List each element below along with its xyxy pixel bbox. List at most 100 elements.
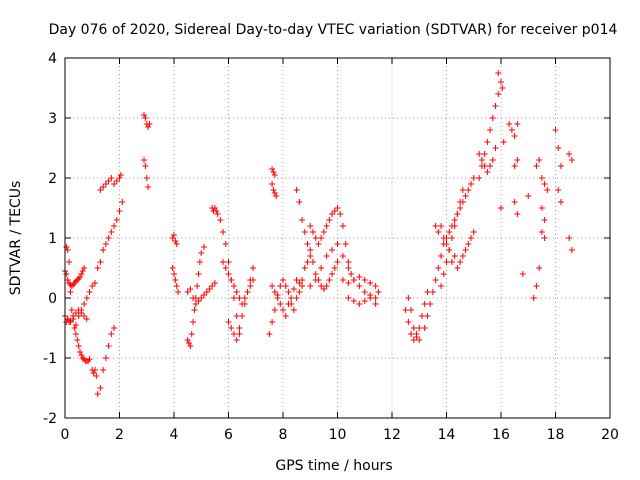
data-point xyxy=(102,241,109,247)
data-point xyxy=(250,265,257,271)
data-point xyxy=(271,172,278,178)
data-point xyxy=(187,343,194,349)
data-point xyxy=(454,211,461,217)
data-point xyxy=(78,310,85,316)
data-point xyxy=(416,325,423,331)
data-points xyxy=(62,70,575,397)
data-point xyxy=(533,163,540,169)
data-point xyxy=(72,310,79,316)
series-arc28 xyxy=(438,187,466,289)
series-arc6 xyxy=(94,199,126,271)
data-point xyxy=(299,277,306,283)
data-point xyxy=(79,355,86,361)
data-point xyxy=(345,295,352,301)
data-point xyxy=(102,181,109,187)
data-point xyxy=(451,253,458,259)
data-point xyxy=(470,229,477,235)
data-point xyxy=(301,229,308,235)
data-point xyxy=(117,172,124,178)
x-tick-label: 4 xyxy=(170,427,179,443)
data-point xyxy=(269,166,276,172)
data-point xyxy=(405,295,412,301)
data-point xyxy=(323,283,330,289)
data-point xyxy=(97,187,104,193)
data-point xyxy=(408,307,415,313)
series-arc5 xyxy=(89,325,118,397)
data-point xyxy=(86,289,93,295)
data-point xyxy=(446,247,453,253)
data-point xyxy=(356,283,363,289)
data-point xyxy=(83,316,90,322)
data-point xyxy=(81,301,88,307)
data-point xyxy=(416,337,423,343)
data-point xyxy=(541,181,548,187)
data-point xyxy=(498,205,504,211)
data-point xyxy=(233,337,240,343)
data-point xyxy=(94,265,101,271)
data-point xyxy=(544,187,551,193)
data-point xyxy=(111,325,118,331)
data-point xyxy=(495,91,502,97)
data-point xyxy=(175,289,182,295)
data-point xyxy=(184,337,191,343)
data-point xyxy=(145,124,152,130)
data-point xyxy=(566,151,573,157)
series-arc13 xyxy=(217,217,243,337)
x-tick-label: 6 xyxy=(224,427,233,443)
grid-lines xyxy=(65,58,610,418)
data-point xyxy=(78,271,85,277)
series-arc16 xyxy=(269,166,280,199)
data-point xyxy=(195,298,202,304)
data-point xyxy=(241,301,248,307)
data-point xyxy=(435,229,442,235)
data-point xyxy=(105,235,112,241)
data-point xyxy=(443,259,450,265)
data-point xyxy=(190,319,197,325)
data-point xyxy=(312,271,319,277)
data-point xyxy=(312,277,319,283)
data-point xyxy=(184,289,191,295)
data-point xyxy=(481,163,488,169)
data-point xyxy=(236,331,243,337)
data-point xyxy=(481,151,488,157)
data-point xyxy=(282,313,289,319)
data-point xyxy=(244,289,251,295)
data-point xyxy=(568,247,575,253)
data-point xyxy=(171,232,177,238)
data-point xyxy=(185,340,192,346)
data-point xyxy=(427,301,434,307)
data-point xyxy=(290,286,297,292)
data-point xyxy=(172,277,179,283)
data-point xyxy=(307,223,314,229)
data-point xyxy=(462,193,469,199)
data-point xyxy=(334,205,341,211)
data-point xyxy=(171,271,177,277)
data-point xyxy=(465,187,472,193)
series-arc21 xyxy=(307,241,379,301)
data-point xyxy=(213,208,220,214)
data-point xyxy=(74,277,81,283)
data-point xyxy=(64,247,71,253)
data-point xyxy=(89,283,96,289)
data-point xyxy=(72,331,79,337)
data-point xyxy=(233,313,240,319)
data-point xyxy=(230,331,237,337)
data-point xyxy=(568,157,575,163)
data-point xyxy=(293,295,300,301)
series-arc1 xyxy=(62,265,88,289)
data-point xyxy=(468,181,475,187)
data-point xyxy=(421,301,428,307)
data-point xyxy=(299,283,306,289)
data-point xyxy=(91,280,98,286)
data-point xyxy=(495,70,502,76)
data-point xyxy=(323,223,330,229)
data-point xyxy=(435,265,442,271)
data-point xyxy=(309,229,316,235)
data-point xyxy=(113,178,120,184)
data-point xyxy=(514,121,521,127)
data-point xyxy=(410,337,417,343)
data-point xyxy=(557,163,564,169)
series-arc33 xyxy=(519,157,543,301)
data-point xyxy=(484,169,491,175)
data-point xyxy=(63,271,70,277)
